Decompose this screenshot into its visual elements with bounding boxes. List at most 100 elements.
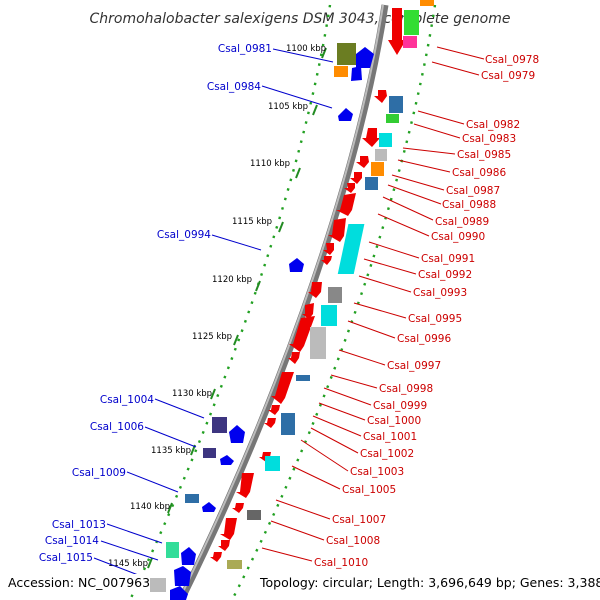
feature-block — [212, 417, 227, 433]
gene-label-csal-0995[interactable]: Csal_0995 — [408, 313, 462, 325]
reverse-gene-arrow — [264, 418, 276, 428]
gene-label-csal-1001[interactable]: Csal_1001 — [363, 431, 417, 443]
accession-bg — [2, 574, 148, 592]
right-leader-lines — [261, 46, 485, 562]
kbp-label: 1115 kbp — [232, 217, 272, 227]
gene-label-csal-1015[interactable]: Csal_1015 — [39, 552, 93, 564]
gene-label-csal-0997[interactable]: Csal_0997 — [387, 360, 441, 372]
gene-label-csal-0985[interactable]: Csal_0985 — [457, 149, 511, 161]
feature-block — [265, 456, 280, 471]
map-title: Chromohalobacter salexigens DSM 3043, co… — [90, 11, 511, 27]
feature-block — [334, 66, 348, 77]
feature-block — [310, 327, 326, 359]
reverse-gene-arrow — [336, 193, 356, 216]
gene-label-csal-0978[interactable]: Csal_0978 — [485, 54, 539, 66]
gene-label-csal-0982[interactable]: Csal_0982 — [466, 119, 520, 131]
kbp-labels: 1100 kbp 1105 kbp 1110 kbp 1115 kbp 1120… — [108, 44, 326, 569]
reverse-gene-arrow — [356, 156, 369, 168]
reverse-gene-arrow — [344, 183, 355, 193]
inner-tick-ring — [128, 4, 332, 600]
outer-tick-ring — [230, 4, 437, 600]
gene-label-csal-1009[interactable]: Csal_1009 — [72, 467, 126, 479]
gene-label-csal-1013[interactable]: Csal_1013 — [52, 519, 106, 531]
kbp-label: 1105 kbp — [268, 102, 308, 112]
gene-label-csal-1008[interactable]: Csal_1008 — [326, 535, 380, 547]
forward-gene-arrow — [289, 258, 304, 272]
forward-gene-arrow — [356, 47, 374, 68]
feature-block — [375, 149, 387, 161]
feature-block — [404, 10, 419, 35]
feature-block — [403, 36, 417, 48]
gene-label-csal-0981[interactable]: Csal_0981 — [218, 43, 272, 55]
gene-label-csal-0979[interactable]: Csal_0979 — [481, 70, 535, 82]
reverse-gene-arrow — [328, 218, 346, 242]
feature-block — [281, 413, 295, 435]
genome-backbone-highlight — [178, 4, 384, 600]
reverse-gene-arrow — [308, 282, 322, 298]
feature-block — [379, 133, 392, 147]
gene-label-csal-0990[interactable]: Csal_0990 — [431, 231, 485, 243]
feature-block — [203, 448, 216, 458]
gene-label-csal-0998[interactable]: Csal_0998 — [379, 383, 433, 395]
feature-block — [227, 560, 242, 569]
feature-block — [389, 96, 403, 113]
reverse-gene-arrow — [210, 552, 222, 562]
kbp-label: 1120 kbp — [212, 275, 252, 285]
forward-gene-arrow — [338, 108, 353, 121]
forward-gene-arrow — [220, 455, 234, 465]
feature-block — [150, 578, 166, 592]
kbp-label: 1125 kbp — [192, 332, 232, 342]
gene-label-csal-1007[interactable]: Csal_1007 — [332, 514, 386, 526]
gene-label-csal-0986[interactable]: Csal_0986 — [452, 167, 506, 179]
gene-label-csal-0994[interactable]: Csal_0994 — [157, 229, 211, 241]
feature-block — [371, 162, 384, 176]
reverse-gene-arrow — [271, 372, 294, 404]
kbp-label: 1110 kbp — [250, 159, 290, 169]
reverse-strand-features — [210, 0, 434, 569]
gene-label-csal-0983[interactable]: Csal_0983 — [462, 133, 516, 145]
feature-block — [166, 542, 179, 558]
reverse-gene-arrow — [302, 303, 314, 319]
accession-text: Accession: NC_007963 — [8, 575, 150, 590]
kbp-label: 1130 kbp — [172, 389, 212, 399]
gene-label-csal-0996[interactable]: Csal_0996 — [397, 333, 451, 345]
feature-block — [337, 224, 365, 274]
gene-label-csal-0992[interactable]: Csal_0992 — [418, 269, 472, 281]
gene-label-csal-1004[interactable]: Csal_1004 — [100, 394, 154, 406]
reverse-gene-arrow — [232, 503, 244, 513]
gene-label-csal-0988[interactable]: Csal_0988 — [442, 199, 496, 211]
kbp-label: 1145 kbp — [108, 559, 148, 569]
reverse-gene-arrow — [323, 243, 334, 255]
gene-label-csal-0987[interactable]: Csal_0987 — [446, 185, 500, 197]
reverse-gene-arrow — [289, 316, 315, 352]
gene-label-csal-0991[interactable]: Csal_0991 — [421, 253, 475, 265]
gene-label-csal-0984[interactable]: Csal_0984 — [207, 81, 261, 93]
gene-label-csal-1003[interactable]: Csal_1003 — [350, 466, 404, 478]
reverse-gene-arrow — [218, 540, 230, 551]
forward-gene-arrow — [229, 425, 245, 443]
reverse-gene-arrow — [362, 128, 380, 147]
reverse-gene-arrow — [268, 405, 280, 415]
feature-block — [296, 375, 310, 381]
gene-label-csal-1002[interactable]: Csal_1002 — [360, 448, 414, 460]
gene-label-csal-1005[interactable]: Csal_1005 — [342, 484, 396, 496]
gene-label-csal-1010[interactable]: Csal_1010 — [314, 557, 368, 569]
kbp-label: 1100 kbp — [286, 44, 326, 54]
gene-label-csal-0999[interactable]: Csal_0999 — [373, 400, 427, 412]
gene-label-csal-1006[interactable]: Csal_1006 — [90, 421, 144, 433]
kbp-label: 1140 kbp — [130, 502, 170, 512]
gene-label-csal-0993[interactable]: Csal_0993 — [413, 287, 467, 299]
gene-label-csal-1000[interactable]: Csal_1000 — [367, 415, 421, 427]
topology-bg — [256, 574, 596, 592]
reverse-gene-arrow — [321, 256, 332, 265]
forward-gene-arrow — [181, 547, 196, 565]
forward-gene-arrow — [174, 566, 191, 586]
gene-label-csal-1014[interactable]: Csal_1014 — [45, 535, 99, 547]
gene-label-csal-0989[interactable]: Csal_0989 — [435, 216, 489, 228]
reverse-gene-arrow — [220, 518, 237, 540]
feature-block — [321, 305, 337, 326]
feature-block — [337, 43, 356, 65]
forward-gene-arrow — [170, 586, 188, 600]
